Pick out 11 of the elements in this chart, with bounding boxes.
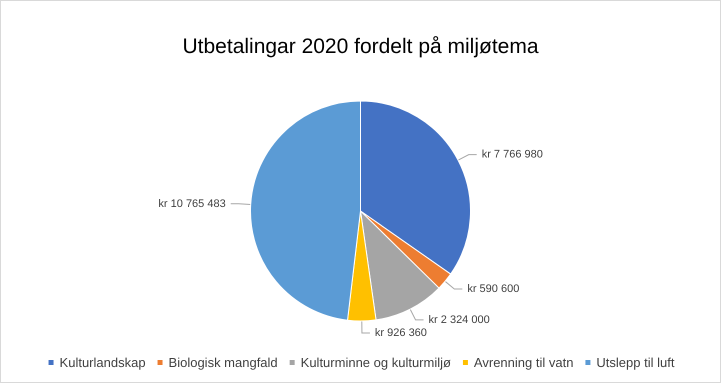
data-label: kr 590 600 [467, 282, 520, 295]
chart-title: Utbetalingar 2020 fordelt på miljøtema [182, 35, 539, 58]
legend-label: Kulturlandskap [60, 355, 146, 370]
data-label: kr 10 765 483 [158, 198, 226, 210]
legend-label: Avrenning til vatn [474, 355, 574, 370]
legend-label: Kulturminne og kulturmiljø [300, 355, 451, 370]
legend-label: Utslepp til luft [596, 355, 675, 370]
data-label: kr 2 324 000 [428, 314, 490, 326]
legend-label: Biologisk mangfald [168, 355, 278, 370]
data-label: kr 7 766 980 [482, 148, 543, 161]
data-label: kr 926 360 [374, 326, 427, 339]
